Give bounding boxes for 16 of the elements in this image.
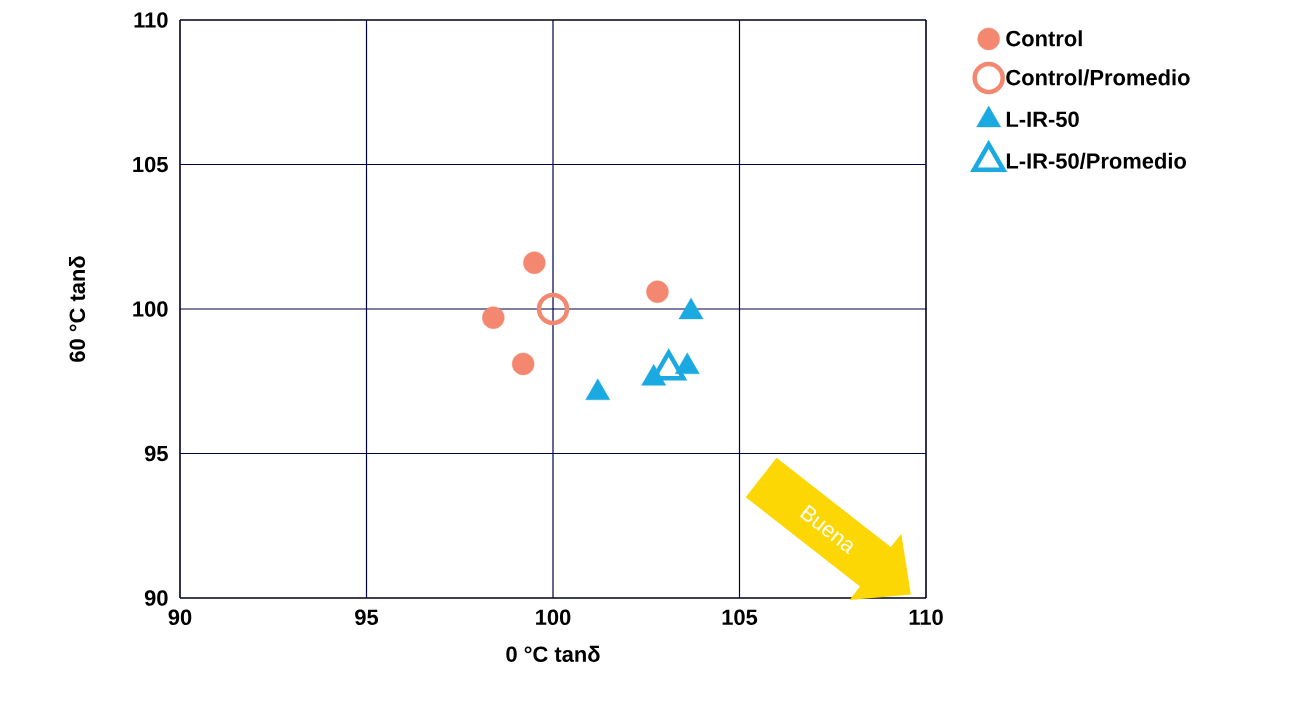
y-tick-label: 100 <box>133 301 168 317</box>
x-tick-label: 110 <box>909 609 943 626</box>
legend-label: Control/Promedio <box>1006 69 1190 86</box>
legend-label: L-IR-50 <box>1006 111 1079 128</box>
y-axis-title: 60 °C tanδ <box>68 256 86 362</box>
x-tick-label: 100 <box>536 609 571 626</box>
legend-label: Control <box>1006 30 1082 47</box>
x-tick-label: 90 <box>168 609 192 626</box>
y-tick-label: 95 <box>144 445 168 462</box>
x-axis-title: 0 °C tanδ <box>506 645 600 662</box>
x-tick-label: 95 <box>355 609 379 626</box>
x-tick-label: 105 <box>722 609 758 626</box>
legend-label: L-IR-50/Promedio <box>1006 152 1186 169</box>
y-tick-label: 90 <box>144 590 168 606</box>
y-tick-label: 110 <box>134 12 168 28</box>
y-tick-label: 105 <box>133 156 168 173</box>
